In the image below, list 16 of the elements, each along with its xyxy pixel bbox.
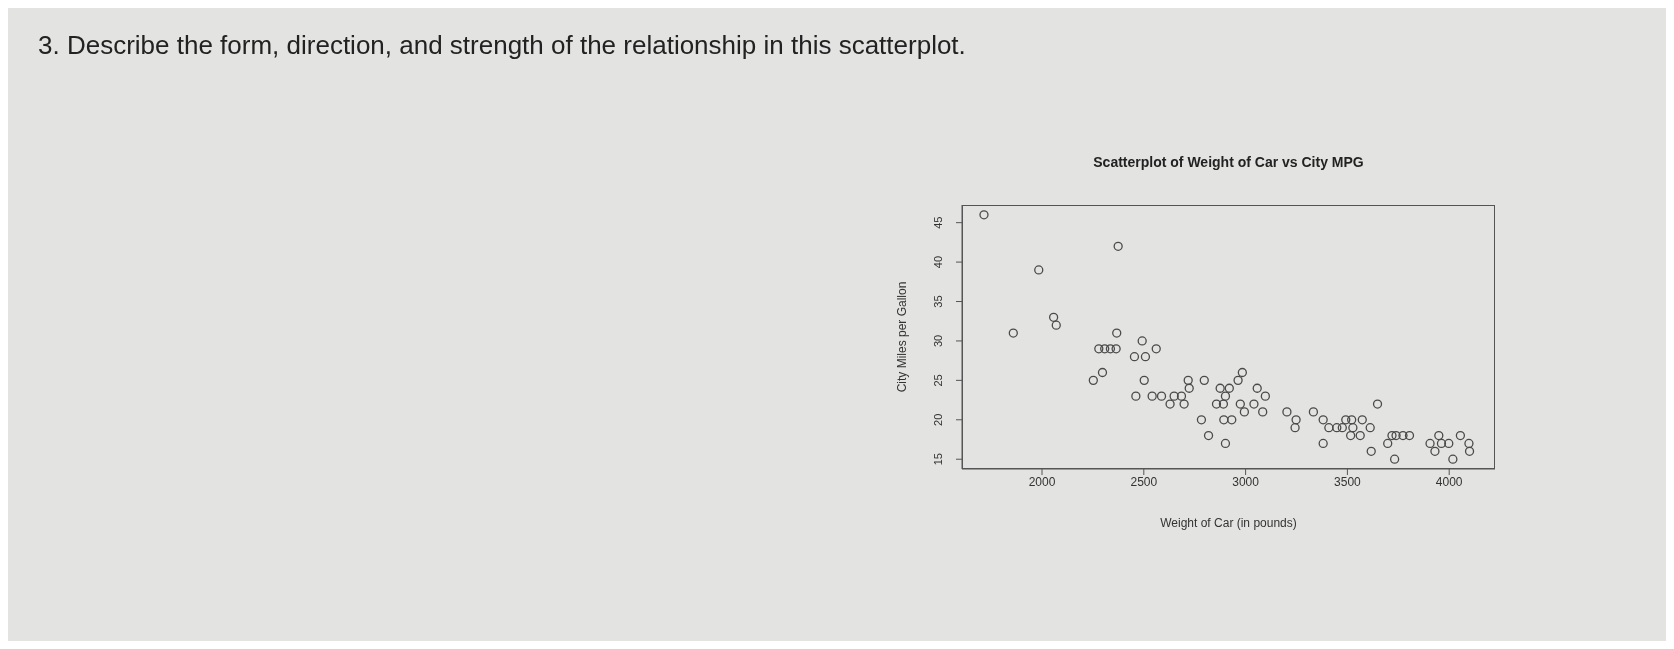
x-tick-label: 4000 [1435, 474, 1463, 489]
y-axis-title: City Miles per Gallon [895, 281, 910, 393]
x-tick-label: 2500 [1130, 474, 1158, 489]
y-tick-label: 25 [932, 374, 944, 387]
y-tick-label: 15 [932, 453, 944, 466]
x-tick-label: 3500 [1334, 474, 1362, 489]
y-tick-label: 40 [932, 255, 944, 269]
y-tick-label: 30 [932, 334, 944, 348]
chart-title: Scatterplot of Weight of Car vs City MPG [1092, 154, 1365, 170]
x-tick-label: 3000 [1232, 474, 1260, 489]
y-tick-label: 45 [932, 216, 944, 229]
x-tick-label: 2000 [1028, 474, 1056, 489]
text: 3. Describe the form, direction, and strength of the relationship in this scatterplot. [38, 30, 966, 61]
y-tick-label: 35 [932, 295, 944, 308]
y-tick-label: 20 [932, 413, 944, 426]
x-axis-title: Weight of Car (in pounds) [1160, 516, 1297, 530]
